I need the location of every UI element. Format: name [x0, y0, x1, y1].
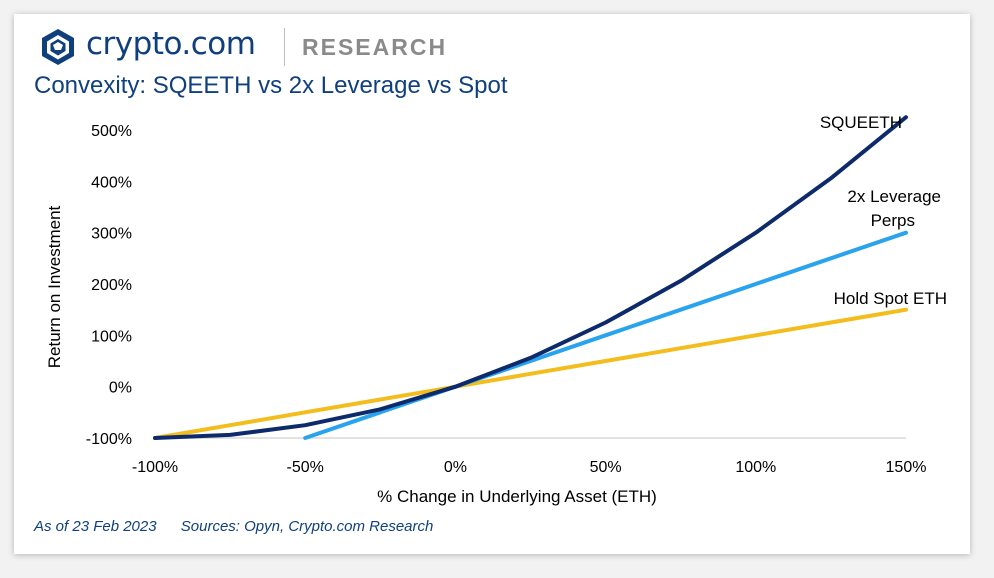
- y-tick-label: 300%: [91, 226, 132, 243]
- series-line-hold-spot-eth: [153, 307, 908, 440]
- x-tick-label: 50%: [590, 459, 622, 476]
- series-label: SQUEETH: [820, 113, 902, 132]
- y-axis-label: Return on Investment: [45, 205, 64, 368]
- series-line-squeeth: [153, 115, 908, 440]
- as-of-date: As of 23 Feb 2023: [34, 518, 157, 535]
- series-labels: SQUEETH 2x Leverage Perps Hold Spot ETH: [820, 113, 947, 308]
- chart-card: [14, 14, 970, 554]
- section-label: RESEARCH: [302, 34, 448, 60]
- crypto-com-logo-icon: [42, 29, 74, 65]
- series-label: Perps: [871, 211, 915, 230]
- y-axis-ticks: -100% 0% 100% 200% 300% 400% 500%: [86, 123, 132, 448]
- series-line-2x-leverage-perps: [303, 230, 908, 440]
- x-axis-ticks: -100% -50% 0% 50% 100% 150%: [132, 459, 927, 476]
- y-tick-label: 0%: [109, 380, 132, 397]
- series-label: Hold Spot ETH: [834, 289, 947, 308]
- y-tick-label: 400%: [91, 174, 132, 191]
- x-tick-label: 150%: [886, 459, 927, 476]
- y-tick-label: 500%: [91, 123, 132, 140]
- x-axis-label: % Change in Underlying Asset (ETH): [377, 487, 657, 506]
- series-label: 2x Leverage: [847, 187, 941, 206]
- x-tick-label: -50%: [287, 459, 324, 476]
- series-lines: [153, 115, 908, 440]
- header-divider: [284, 28, 285, 66]
- chart-title: Convexity: SQEETH vs 2x Leverage vs Spot: [34, 72, 508, 99]
- sources: Sources: Opyn, Crypto.com Research: [180, 518, 434, 535]
- y-tick-label: 100%: [91, 328, 132, 345]
- brand-name: crypto.com: [86, 26, 256, 62]
- x-tick-label: 100%: [735, 459, 776, 476]
- x-tick-label: -100%: [132, 459, 178, 476]
- y-tick-label: 200%: [91, 277, 132, 294]
- y-tick-label: -100%: [86, 431, 132, 448]
- footer: As of 23 Feb 2023 Sources: Opyn, Crypto.…: [34, 518, 453, 535]
- x-tick-label: 0%: [444, 459, 467, 476]
